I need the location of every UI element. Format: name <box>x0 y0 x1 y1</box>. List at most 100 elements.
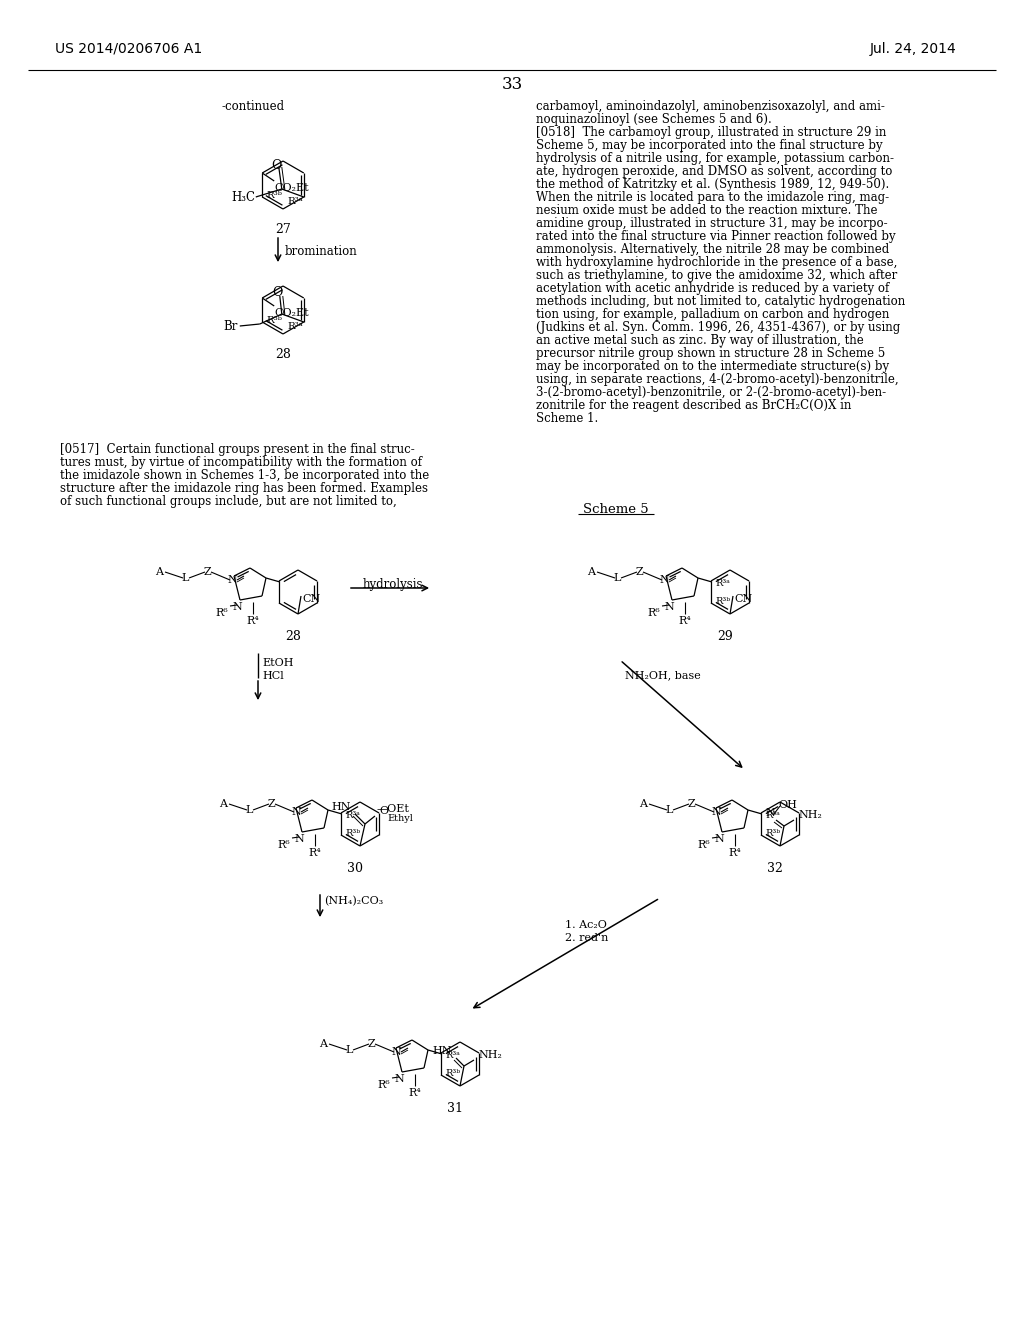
Text: hydrolysis of a nitrile using, for example, potassium carbon-: hydrolysis of a nitrile using, for examp… <box>536 152 894 165</box>
Text: N: N <box>711 807 721 817</box>
Text: the method of Katritzky et al. (Synthesis 1989, 12, 949-50).: the method of Katritzky et al. (Synthesi… <box>536 178 889 191</box>
Text: OH: OH <box>778 800 797 810</box>
Text: amidine group, illustrated in structure 31, may be incorpo-: amidine group, illustrated in structure … <box>536 216 888 230</box>
Text: 33: 33 <box>502 77 522 92</box>
Text: O: O <box>271 158 282 172</box>
Text: N: N <box>714 834 724 843</box>
Text: N: N <box>765 808 775 818</box>
Text: CN: CN <box>734 594 753 605</box>
Text: 29: 29 <box>717 630 733 643</box>
Text: R⁶: R⁶ <box>216 609 228 618</box>
Text: 3-(2-bromo-acetyl)-benzonitrile, or 2-(2-bromo-acetyl)-ben-: 3-(2-bromo-acetyl)-benzonitrile, or 2-(2… <box>536 385 886 399</box>
Text: ammonolysis. Alternatively, the nitrile 28 may be combined: ammonolysis. Alternatively, the nitrile … <box>536 243 889 256</box>
Text: precursor nitrile group shown in structure 28 in Scheme 5: precursor nitrile group shown in structu… <box>536 347 886 360</box>
Text: N: N <box>294 834 304 843</box>
Text: N: N <box>232 602 242 612</box>
Text: noquinazolinoyl (see Schemes 5 and 6).: noquinazolinoyl (see Schemes 5 and 6). <box>536 114 772 125</box>
Text: structure after the imidazole ring has been formed. Examples: structure after the imidazole ring has b… <box>60 482 428 495</box>
Text: R⁴: R⁴ <box>308 847 322 858</box>
Text: L: L <box>345 1045 352 1055</box>
Text: 27: 27 <box>275 223 291 236</box>
Text: 1. Ac₂O: 1. Ac₂O <box>565 920 607 931</box>
Text: zonitrile for the reagent described as BrCH₂C(O)X in: zonitrile for the reagent described as B… <box>536 399 851 412</box>
Text: R³ᵃ: R³ᵃ <box>715 579 730 587</box>
Text: R³ᵃ: R³ᵃ <box>287 197 303 206</box>
Text: tures must, by virtue of incompatibility with the formation of: tures must, by virtue of incompatibility… <box>60 455 422 469</box>
Text: such as triethylamine, to give the amidoxime 32, which after: such as triethylamine, to give the amido… <box>536 269 897 282</box>
Text: NH₂: NH₂ <box>478 1049 502 1060</box>
Text: R⁶: R⁶ <box>378 1080 390 1090</box>
Text: bromination: bromination <box>285 246 357 257</box>
Text: R⁶: R⁶ <box>278 840 291 850</box>
Text: A: A <box>639 799 647 809</box>
Text: (Judkins et al. Syn. Comm. 1996, 26, 4351-4367), or by using: (Judkins et al. Syn. Comm. 1996, 26, 435… <box>536 321 900 334</box>
Text: R³ᵇ: R³ᵇ <box>266 191 282 201</box>
Text: ate, hydrogen peroxide, and DMSO as solvent, according to: ate, hydrogen peroxide, and DMSO as solv… <box>536 165 892 178</box>
Text: 31: 31 <box>447 1102 463 1115</box>
Text: H₃C: H₃C <box>231 191 256 205</box>
Text: When the nitrile is located para to the imidazole ring, mag-: When the nitrile is located para to the … <box>536 191 889 205</box>
Text: N: N <box>391 1047 400 1057</box>
Text: CO₂Et: CO₂Et <box>274 308 309 318</box>
Text: HCl: HCl <box>262 671 284 681</box>
Text: 28: 28 <box>285 630 301 643</box>
Text: N: N <box>665 602 674 612</box>
Text: US 2014/0206706 A1: US 2014/0206706 A1 <box>55 42 203 55</box>
Text: the imidazole shown in Schemes 1-3, be incorporated into the: the imidazole shown in Schemes 1-3, be i… <box>60 469 429 482</box>
Text: R⁴: R⁴ <box>679 616 691 626</box>
Text: A: A <box>587 568 595 577</box>
Text: HN: HN <box>432 1045 452 1056</box>
Text: [0518]  The carbamoyl group, illustrated in structure 29 in: [0518] The carbamoyl group, illustrated … <box>536 125 887 139</box>
Text: R⁶: R⁶ <box>647 609 660 618</box>
Text: A: A <box>319 1039 327 1049</box>
Text: R³ᵇ: R³ᵇ <box>345 829 360 838</box>
Text: Z: Z <box>267 799 274 809</box>
Text: R⁴: R⁴ <box>409 1088 421 1098</box>
Text: L: L <box>666 805 673 814</box>
Text: carbamoyl, aminoindazolyl, aminobenzisoxazolyl, and ami-: carbamoyl, aminoindazolyl, aminobenzisox… <box>536 100 885 114</box>
Text: [0517]  Certain functional groups present in the final struc-: [0517] Certain functional groups present… <box>60 444 415 455</box>
Text: acetylation with acetic anhydride is reduced by a variety of: acetylation with acetic anhydride is red… <box>536 282 889 294</box>
Text: Scheme 1.: Scheme 1. <box>536 412 598 425</box>
Text: R³ᵇ: R³ᵇ <box>715 597 730 606</box>
Text: Ethyl: Ethyl <box>387 814 413 822</box>
Text: L: L <box>613 573 621 583</box>
Text: N: N <box>394 1074 403 1084</box>
Text: tion using, for example, palladium on carbon and hydrogen: tion using, for example, palladium on ca… <box>536 308 890 321</box>
Text: O: O <box>379 807 388 816</box>
Text: N: N <box>291 807 301 817</box>
Text: R³ᵃ: R³ᵃ <box>287 322 303 331</box>
Text: (NH₄)₂CO₃: (NH₄)₂CO₃ <box>324 896 383 907</box>
Text: Scheme 5, may be incorporated into the final structure by: Scheme 5, may be incorporated into the f… <box>536 139 883 152</box>
Text: Scheme 5: Scheme 5 <box>584 503 649 516</box>
Text: R⁶: R⁶ <box>697 840 711 850</box>
Text: nesium oxide must be added to the reaction mixture. The: nesium oxide must be added to the reacti… <box>536 205 878 216</box>
Text: Z: Z <box>368 1039 375 1049</box>
Text: L: L <box>181 573 188 583</box>
Text: 2. red'n: 2. red'n <box>565 933 608 942</box>
Text: R³ᵃ: R³ᵃ <box>345 810 359 820</box>
Text: hydrolysis: hydrolysis <box>362 578 424 591</box>
Text: methods including, but not limited to, catalytic hydrogenation: methods including, but not limited to, c… <box>536 294 905 308</box>
Text: R⁴: R⁴ <box>247 616 259 626</box>
Text: 30: 30 <box>347 862 362 875</box>
Text: Br: Br <box>224 319 239 333</box>
Text: Jul. 24, 2014: Jul. 24, 2014 <box>870 42 956 55</box>
Text: HN: HN <box>331 803 351 812</box>
Text: of such functional groups include, but are not limited to,: of such functional groups include, but a… <box>60 495 396 508</box>
Text: EtOH: EtOH <box>262 657 294 668</box>
Text: CO₂Et: CO₂Et <box>274 183 309 193</box>
Text: A: A <box>155 568 163 577</box>
Text: Z: Z <box>203 568 211 577</box>
Text: R³ᵇ: R³ᵇ <box>445 1069 460 1078</box>
Text: N: N <box>227 576 237 585</box>
Text: L: L <box>246 805 253 814</box>
Text: —OEt: —OEt <box>377 804 410 814</box>
Text: CN: CN <box>302 594 321 605</box>
Text: R³ᵃ: R³ᵃ <box>765 810 780 820</box>
Text: NH₂: NH₂ <box>798 810 822 820</box>
Text: N: N <box>659 576 669 585</box>
Text: -continued: -continued <box>222 100 285 114</box>
Text: may be incorporated on to the intermediate structure(s) by: may be incorporated on to the intermedia… <box>536 360 889 374</box>
Text: NH₂OH, base: NH₂OH, base <box>625 671 700 680</box>
